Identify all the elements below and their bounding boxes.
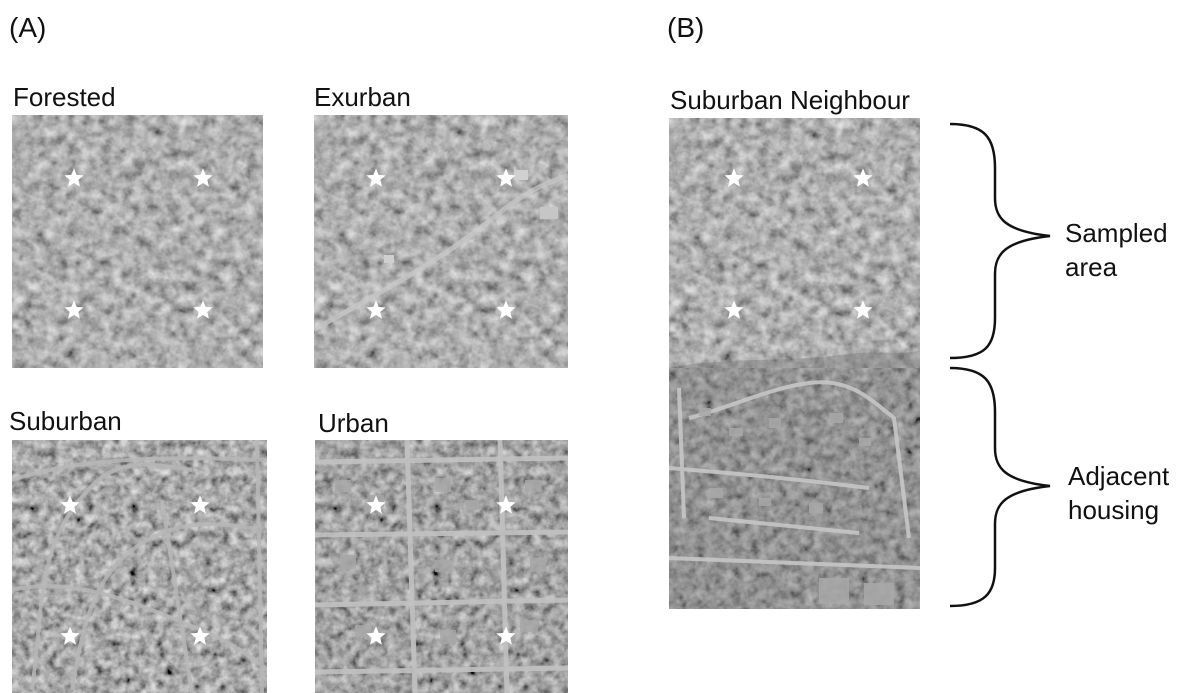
star-icon — [495, 299, 517, 321]
star-icon — [852, 167, 874, 189]
panel-a-label: (A) — [9, 12, 47, 43]
urban-aerial-image — [315, 440, 568, 693]
star-icon — [189, 625, 211, 647]
star-icon — [723, 167, 745, 189]
star-icon — [852, 299, 874, 321]
star-icon — [192, 299, 214, 321]
star-icon — [59, 625, 81, 647]
star-icon — [189, 494, 211, 516]
panel-b-label: (B) — [667, 12, 705, 43]
star-icon — [365, 167, 387, 189]
suburban-label: Suburban — [9, 406, 122, 436]
star-icon — [365, 494, 387, 516]
forested-label: Forested — [13, 82, 116, 112]
sampled-area-label: Sampled area — [1065, 216, 1168, 285]
star-icon — [723, 299, 745, 321]
star-icon — [192, 167, 214, 189]
star-icon — [63, 167, 85, 189]
sampled-area-line2: area — [1065, 252, 1118, 283]
urban-label: Urban — [318, 408, 389, 438]
suburban-aerial-image — [12, 440, 267, 693]
sampled-area-line1: Sampled — [1065, 218, 1168, 248]
forested-aerial-image — [12, 115, 263, 368]
adjacent-housing-line1: Adjacent — [1068, 461, 1170, 491]
star-icon — [59, 494, 81, 516]
star-icon — [495, 625, 517, 647]
star-icon — [63, 299, 85, 321]
suburban-neighbour-aerial-image — [669, 118, 920, 609]
star-icon — [495, 494, 517, 516]
exurban-label: Exurban — [314, 82, 411, 112]
suburban-neighbour-label: Suburban Neighbour — [670, 85, 910, 115]
exurban-aerial-image — [314, 115, 568, 368]
adjacent-housing-line2: housing — [1068, 495, 1160, 526]
curly-brace-icon — [949, 122, 1051, 608]
star-icon — [365, 625, 387, 647]
star-icon — [365, 299, 387, 321]
adjacent-housing-label: Adjacent housing — [1068, 459, 1169, 528]
star-icon — [495, 167, 517, 189]
